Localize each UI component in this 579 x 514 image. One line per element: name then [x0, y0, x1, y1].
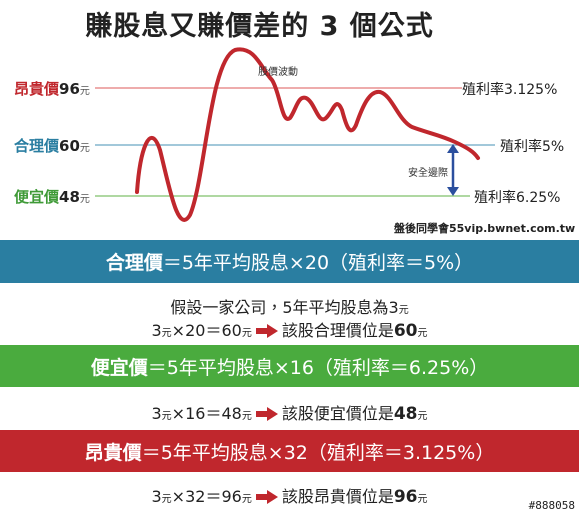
unit: 元 — [398, 305, 409, 316]
text: 3 — [151, 487, 162, 506]
text: ×20＝60 — [171, 321, 242, 340]
level-label: 昂貴價96元 — [14, 78, 90, 99]
text: ×16＝48 — [171, 404, 242, 423]
example-line: 3元×20＝60元 該股合理價位是60元 — [0, 317, 579, 341]
formula-label: 昂貴價 — [84, 441, 142, 464]
unit: 元 — [241, 494, 252, 505]
result: 48 — [393, 404, 418, 424]
unit: 元 — [417, 411, 428, 422]
chart-graphic — [95, 47, 495, 222]
formula-text: ＝5年平均股息×16（殖利率＝6.25%） — [147, 356, 489, 379]
example-line: 假設一家公司，5年平均股息為3元 — [0, 294, 579, 318]
unit: 元 — [417, 494, 428, 505]
yield-label: 殖利率5% — [500, 139, 565, 155]
arrow — [255, 324, 278, 338]
example-line: 3元×32＝96元 該股昂貴價位是96元 — [0, 483, 579, 507]
source: 盤後同學會55vip.bwnet.com.tw — [394, 222, 576, 235]
text: 3 — [151, 321, 162, 340]
level-unit: 元 — [79, 143, 90, 154]
level-label: 便宜價48元 — [14, 186, 90, 207]
formula-text: ＝5年平均股息×32（殖利率＝3.125%） — [141, 441, 495, 464]
unit: 元 — [161, 411, 172, 422]
title: 賺股息又賺價差的 3 個公式 — [85, 11, 434, 42]
formula-text: ＝5年平均股息×20（殖利率＝5%） — [162, 252, 474, 274]
level-name: 便宜價 — [14, 188, 60, 206]
arrow — [255, 490, 278, 504]
price-curve — [135, 47, 480, 222]
result: 96 — [393, 487, 418, 507]
level-price: 48 — [59, 188, 80, 206]
level-unit: 元 — [79, 86, 90, 97]
text: 該股合理價位是 — [281, 321, 394, 340]
margin-label: 安全邊際 — [408, 168, 448, 179]
level-name: 合理價 — [14, 137, 60, 155]
unit: 元 — [241, 328, 252, 339]
text: 假設一家公司，5年平均股息為3 — [170, 298, 399, 317]
text: ×32＝96 — [171, 487, 242, 506]
formula-band: 合理價 ＝5年平均股息×20（殖利率＝5%） — [0, 240, 579, 283]
level-price: 60 — [59, 137, 80, 155]
formula-label: 便宜價 — [90, 356, 148, 379]
level-label: 合理價60元 — [14, 135, 90, 156]
text: 3 — [151, 404, 162, 423]
level-name: 昂貴價 — [14, 80, 60, 98]
level-price: 96 — [59, 80, 80, 98]
margin-arrow-head — [447, 144, 459, 153]
formula-band: 昂貴價 ＝5年平均股息×32（殖利率＝3.125%） — [0, 430, 579, 472]
image-id: #888058 — [528, 499, 575, 512]
unit: 元 — [241, 411, 252, 422]
unit: 元 — [417, 328, 428, 339]
formula-label: 合理價 — [105, 252, 163, 274]
formula-band: 便宜價 ＝5年平均股息×16（殖利率＝6.25%） — [0, 345, 579, 387]
curve-label: 股價波動 — [258, 67, 298, 78]
margin-arrow-head — [447, 187, 459, 196]
level-unit: 元 — [79, 194, 90, 205]
unit: 元 — [161, 328, 172, 339]
arrow — [255, 407, 278, 421]
result: 60 — [393, 321, 418, 341]
yield-label: 殖利率3.125% — [462, 82, 558, 98]
text: 該股昂貴價位是 — [281, 487, 394, 506]
yield-label: 殖利率6.25% — [474, 190, 561, 206]
example-line: 3元×16＝48元 該股便宜價位是48元 — [0, 400, 579, 424]
text: 該股便宜價位是 — [281, 404, 394, 423]
unit: 元 — [161, 494, 172, 505]
